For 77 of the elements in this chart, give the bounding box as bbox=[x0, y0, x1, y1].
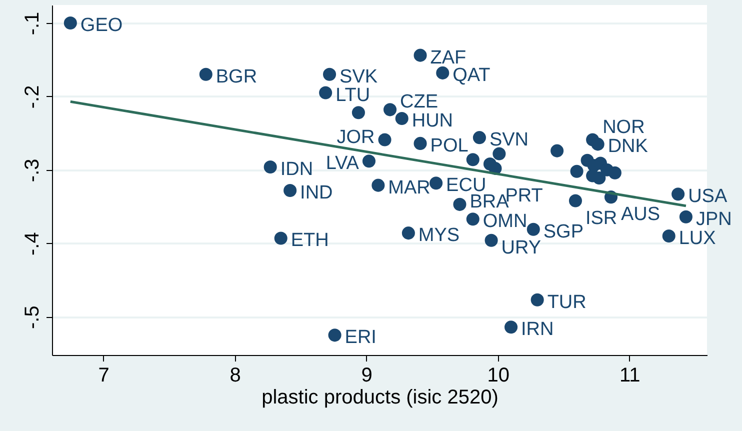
y-tick-label: -.3 bbox=[22, 158, 44, 182]
data-label: ERI bbox=[344, 327, 376, 348]
point bbox=[264, 160, 277, 174]
y-tick-label: -.5 bbox=[22, 306, 44, 329]
x-tick-label: 8 bbox=[230, 364, 241, 386]
y-tick-label: -.4 bbox=[22, 232, 44, 256]
data-label: HUN bbox=[412, 110, 454, 132]
data-label: NOR bbox=[602, 116, 645, 138]
point bbox=[328, 328, 342, 342]
point bbox=[484, 234, 498, 247]
data-label: TUR bbox=[547, 292, 586, 313]
point bbox=[430, 176, 443, 190]
data-label: CZE bbox=[400, 92, 438, 113]
point bbox=[414, 136, 427, 150]
point bbox=[550, 144, 564, 158]
point bbox=[378, 133, 392, 146]
data-label: OMN bbox=[482, 211, 528, 232]
point bbox=[662, 230, 676, 243]
point bbox=[372, 178, 385, 192]
point bbox=[591, 138, 604, 151]
x-tick-label: 9 bbox=[361, 364, 372, 386]
point bbox=[672, 188, 685, 201]
point bbox=[384, 103, 397, 116]
data-label: ETH bbox=[290, 230, 329, 252]
data-label: DNK bbox=[608, 136, 648, 158]
data-label: MAR bbox=[388, 177, 430, 198]
data-label: POL bbox=[430, 135, 468, 156]
data-label: JOR bbox=[336, 126, 375, 148]
point bbox=[526, 222, 540, 236]
point bbox=[274, 232, 288, 245]
point bbox=[530, 293, 544, 306]
point bbox=[466, 212, 480, 226]
data-label: URY bbox=[501, 237, 542, 258]
x-tick-label: 11 bbox=[620, 364, 640, 386]
data-label: IDN bbox=[280, 158, 314, 180]
data-label: LTU bbox=[336, 84, 370, 106]
x-tick-label: 7 bbox=[98, 364, 110, 386]
y-tick-label: -.2 bbox=[22, 85, 44, 109]
point bbox=[504, 320, 518, 334]
point bbox=[570, 164, 584, 178]
y-tick-label: -.1 bbox=[22, 12, 44, 36]
point bbox=[466, 153, 480, 166]
point bbox=[608, 166, 622, 180]
point bbox=[436, 66, 450, 80]
data-label: USA bbox=[688, 186, 728, 208]
point bbox=[319, 86, 332, 100]
point bbox=[64, 16, 77, 30]
point bbox=[492, 147, 506, 160]
point bbox=[362, 154, 376, 168]
point bbox=[472, 131, 486, 144]
point bbox=[453, 198, 466, 211]
x-axis-title: plastic products (isic 2520) bbox=[262, 386, 498, 408]
data-label: SVN bbox=[489, 130, 529, 151]
data-label: LUX bbox=[678, 228, 716, 250]
point bbox=[395, 112, 408, 125]
point bbox=[679, 210, 692, 224]
point bbox=[323, 68, 336, 81]
data-label: SGP bbox=[543, 221, 584, 242]
data-label: LVA bbox=[326, 153, 360, 174]
data-label: GEO bbox=[80, 14, 123, 36]
data-label: IRN bbox=[521, 319, 554, 340]
point bbox=[402, 226, 415, 240]
point bbox=[284, 184, 297, 197]
point bbox=[352, 106, 365, 120]
data-label: SVK bbox=[340, 66, 378, 88]
data-label: IND bbox=[300, 182, 333, 204]
x-tick-label: 10 bbox=[487, 364, 510, 386]
data-label: MYS bbox=[418, 225, 460, 246]
data-label: AUS bbox=[620, 204, 660, 226]
data-label: BGR bbox=[216, 66, 258, 88]
point bbox=[568, 194, 582, 208]
data-label: JPN bbox=[696, 208, 732, 230]
point bbox=[199, 68, 212, 81]
point bbox=[483, 158, 496, 171]
point bbox=[414, 48, 427, 62]
point bbox=[592, 171, 606, 184]
data-label: ISR bbox=[585, 208, 618, 229]
